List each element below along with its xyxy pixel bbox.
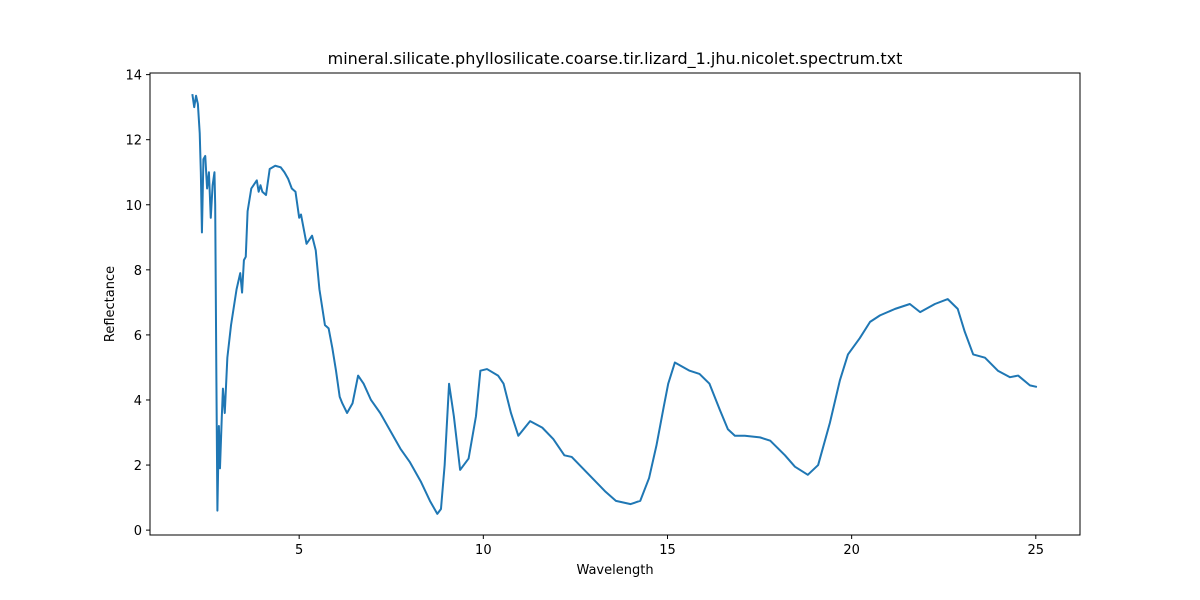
x-tick-label: 10 [475, 543, 492, 558]
chart-title: mineral.silicate.phyllosilicate.coarse.t… [328, 49, 903, 69]
plot-frame [149, 72, 1081, 536]
y-tick-label: 2 [134, 459, 142, 474]
y-tick-label: 14 [125, 69, 142, 84]
y-tick-label: 8 [134, 264, 142, 279]
x-axis-label: Wavelength [576, 563, 653, 578]
x-tick-label: 5 [295, 543, 303, 558]
x-tick-label: 20 [843, 543, 860, 558]
y-tick-label: 0 [134, 524, 142, 539]
x-tick-label: 15 [659, 543, 676, 558]
y-tick-label: 10 [125, 199, 142, 214]
x-tick-label: 25 [1028, 543, 1045, 558]
y-tick-label: 12 [125, 134, 142, 149]
y-axis-label: Reflectance [103, 266, 118, 342]
y-tick-label: 6 [134, 329, 142, 344]
y-tick-label: 4 [134, 394, 142, 409]
series-line [191, 94, 1038, 515]
